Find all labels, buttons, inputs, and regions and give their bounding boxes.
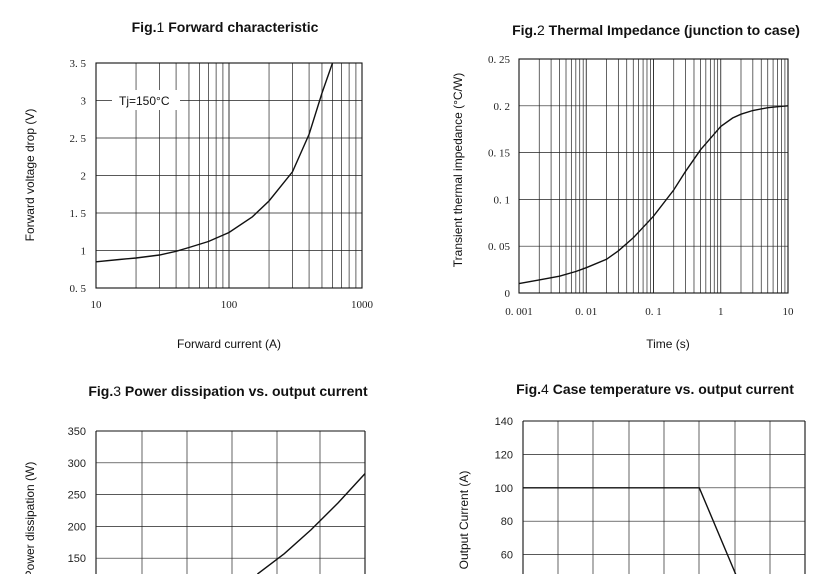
chart-4-ytick-label: 80: [501, 516, 513, 528]
chart-1-annotation: Tj=150°C: [119, 94, 170, 108]
chart-2-grid: [519, 59, 788, 293]
chart-2-ytick-label: 0. 05: [488, 241, 511, 253]
chart-2-ytick-label: 0. 2: [494, 101, 511, 113]
chart-1-xtick-label: 10: [91, 299, 103, 311]
chart-3-ytick-label: 300: [68, 458, 86, 470]
chart-2-ticks: 0 0. 05 0. 1 0. 15 0. 2 0. 25 0. 001 0. 01 0. 1 1…: [488, 54, 794, 318]
chart-3-ytick-label: 150: [68, 553, 86, 565]
chart-2: Fig.2 Thermal Impedance (junction to cas…: [451, 22, 800, 351]
chart-3-ytick-label: 350: [68, 426, 86, 438]
chart-1-ytick-label: 2. 5: [70, 133, 87, 145]
chart-1-ytick-label: 1. 5: [70, 208, 87, 220]
chart-2-xtick-label: 0. 001: [505, 306, 533, 318]
chart-1-grid: [96, 63, 362, 288]
chart-4-series-line: [523, 487, 737, 574]
chart-1-ytick-label: 2: [81, 171, 87, 183]
chart-1-ylabel: Forward voltage drop (V): [23, 109, 37, 242]
chart-2-ylabel: Transient thermal impedance (°C/W): [451, 73, 465, 267]
chart-4-ytick-label: 120: [495, 449, 513, 461]
chart-3-grid: [95, 430, 366, 574]
chart-2-series-line: [518, 105, 789, 285]
chart-1-ytick-label: 3: [81, 96, 87, 108]
chart-1-frame: [95, 62, 363, 289]
chart-3-ticks: 150 200 250 300 350: [68, 426, 86, 565]
chart-3-ylabel: Power dissipation (W): [23, 462, 37, 574]
chart-3: Fig.3 Power dissipation vs. output curre…: [23, 383, 368, 574]
chart-4-ylabel: Output Current (A): [457, 471, 471, 570]
chart-4-ytick-label: 140: [495, 416, 513, 428]
chart-2-frame: [518, 58, 789, 294]
chart-3-ytick-label: 200: [68, 521, 86, 533]
chart-4-title: Fig.4 Case temperature vs. output curren…: [516, 381, 794, 397]
chart-1-ticks: 0. 5 1 1. 5 2 2. 5 3 3. 5 10 100 1000: [70, 58, 374, 311]
chart-2-ytick-label: 0: [505, 288, 511, 300]
chart-4-ytick-label: 60: [501, 550, 513, 562]
chart-2-title: Fig.2 Thermal Impedance (junction to cas…: [512, 22, 800, 38]
chart-2-xlabel: Time (s): [646, 337, 690, 351]
chart-1-xtick-label: 1000: [351, 299, 374, 311]
chart-1-ytick-label: 1: [81, 246, 87, 258]
chart-1-ytick-label: 0. 5: [70, 283, 87, 295]
chart-4-ytick-label: 100: [495, 483, 513, 495]
chart-2-xtick-label: 0. 01: [575, 306, 597, 318]
chart-4-ticks: 60 80 100 120 140: [495, 416, 513, 562]
chart-3-title: Fig.3 Power dissipation vs. output curre…: [88, 383, 368, 399]
chart-3-series-line: [256, 473, 366, 574]
chart-2-ytick-label: 0. 1: [494, 194, 511, 206]
chart-3-ytick-label: 250: [68, 490, 86, 502]
chart-4: Fig.4 Case temperature vs. output curren…: [457, 381, 806, 574]
chart-1-xtick-label: 100: [221, 299, 238, 311]
chart-2-xtick-label: 10: [783, 306, 795, 318]
chart-1-annotation-bg: [112, 90, 180, 110]
chart-1-series-line: [95, 62, 334, 263]
chart-1-ytick-label: 3. 5: [70, 58, 87, 70]
chart-1: Fig.1 Forward characteristic 0. 5 1 1. 5 2 2…: [23, 19, 374, 351]
chart-2-ytick-label: 0. 15: [488, 148, 511, 160]
chart-1-title: Fig.1 Forward characteristic: [132, 19, 319, 35]
chart-1-xlabel: Forward current (A): [177, 337, 281, 351]
chart-2-xtick-label: 0. 1: [645, 306, 662, 318]
chart-2-xtick-label: 1: [718, 306, 724, 318]
chart-2-ytick-label: 0. 25: [488, 54, 511, 66]
chart-4-grid: [522, 420, 806, 574]
